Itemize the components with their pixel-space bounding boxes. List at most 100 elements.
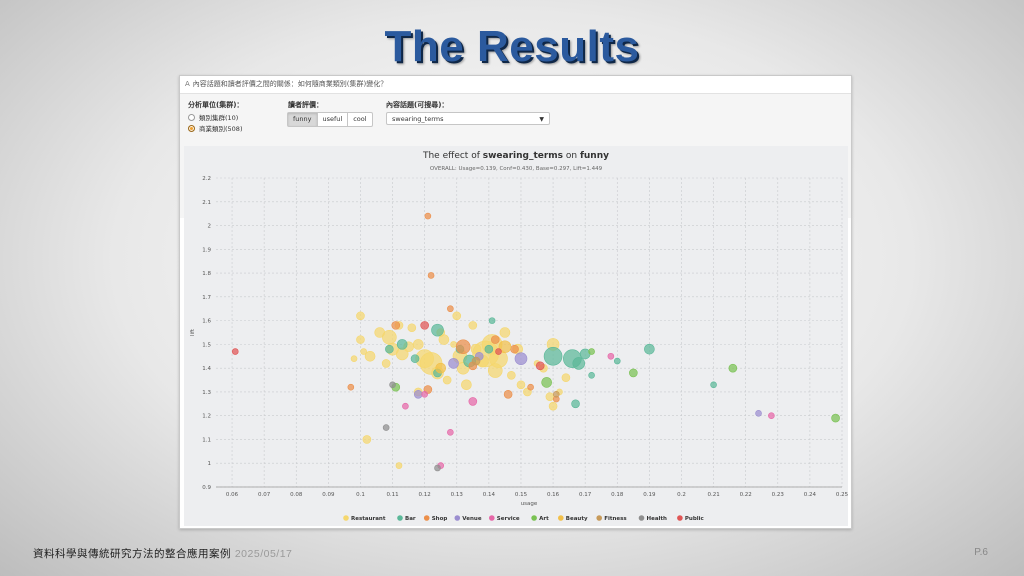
data-point-shop [391, 321, 401, 330]
x-tick-label: 0.12 [419, 492, 431, 498]
topic-select-value: swearing_terms [392, 115, 444, 123]
y-tick-label: 1.1 [202, 437, 211, 443]
y-tick-label: 1.5 [202, 342, 211, 348]
x-tick-label: 0.21 [707, 492, 719, 498]
y-tick-label: 1.3 [202, 390, 211, 396]
data-point-restaurant [382, 329, 397, 345]
data-point-restaurant [468, 321, 478, 330]
x-tick-label: 0.2 [677, 492, 686, 498]
unit-option-cluster[interactable]: 類別集群(10) [188, 112, 238, 122]
rating-cool-button[interactable]: cool [353, 115, 367, 123]
data-point-art [831, 413, 840, 423]
data-point-public [495, 348, 502, 355]
data-point-restaurant [364, 350, 376, 362]
data-point-health [434, 464, 441, 472]
topic-label: 內容話題(可搜尋)： [386, 101, 449, 109]
data-point-shop [490, 335, 500, 344]
data-point-health [382, 424, 390, 431]
panel-letter-icon: A [185, 80, 190, 88]
x-tick-label: 0.15 [515, 492, 528, 498]
rating-useful-button[interactable]: useful [318, 113, 349, 126]
radio-unchecked-icon[interactable] [188, 113, 195, 121]
data-point-restaurant [360, 348, 367, 355]
legend-label-fitness: Fitness [604, 516, 627, 522]
y-tick-label: 1.7 [202, 295, 211, 301]
data-point-restaurant [548, 401, 558, 411]
rating-funny-button[interactable]: funny [288, 113, 318, 126]
x-tick-label: 0.1 [356, 492, 365, 498]
rating-label: 讀者評價： [288, 101, 323, 109]
data-point-restaurant [407, 323, 417, 333]
x-tick-label: 0.08 [290, 492, 303, 498]
data-point-bar [488, 317, 496, 324]
data-point-venue [755, 410, 762, 417]
x-tick-label: 0.17 [579, 492, 592, 498]
footer-date: 2025/05/17 [234, 548, 293, 560]
x-tick-label: 0.11 [386, 492, 398, 498]
data-point-service [447, 429, 454, 436]
data-point-shop [455, 339, 471, 355]
y-tick-label: 1.2 [202, 414, 211, 420]
topic-select[interactable]: swearing_terms ▼ [386, 112, 550, 125]
legend-label-art: Art [539, 516, 549, 522]
data-point-service [402, 402, 409, 410]
data-point-restaurant [356, 311, 365, 321]
data-point-bar [431, 323, 444, 337]
legend-label-beauty: Beauty [566, 516, 588, 522]
data-point-public [420, 321, 429, 330]
page-number: P.6 [974, 547, 988, 558]
data-point-service [468, 397, 478, 406]
unit-option-category[interactable]: 商業類別(508) [188, 123, 242, 133]
data-point-art [728, 363, 738, 373]
legend-label-health: Health [647, 516, 668, 522]
data-point-bar [588, 371, 595, 379]
x-tick-label: 0.14 [483, 492, 496, 498]
data-point-service [421, 391, 428, 398]
y-tick-label: 0.9 [202, 485, 211, 491]
data-point-bar [572, 357, 586, 370]
data-point-service [607, 352, 615, 360]
legend-marker-art [531, 515, 537, 521]
data-point-restaurant [356, 335, 365, 344]
data-point-bar [484, 344, 494, 354]
data-point-bar [385, 344, 394, 354]
legend-label-restaurant: Restaurant [351, 516, 386, 522]
legend-marker-bar [397, 515, 403, 521]
legend-marker-restaurant [343, 515, 349, 521]
x-tick-label: 0.25 [836, 492, 848, 498]
unit-label: 分析單位(集群)： [188, 101, 244, 109]
data-point-restaurant [545, 392, 555, 401]
data-point-restaurant [442, 375, 452, 385]
y-tick-label: 2 [208, 224, 212, 230]
legend-marker-shop [423, 515, 430, 521]
data-point-restaurant [362, 435, 372, 444]
x-tick-label: 0.06 [226, 492, 239, 498]
data-point-venue [514, 352, 528, 365]
data-point-shop [424, 212, 432, 220]
data-point-bar [644, 343, 655, 355]
data-point-shop [527, 383, 534, 391]
data-point-bar [613, 357, 621, 365]
x-tick-label: 0.13 [451, 492, 464, 498]
legend-marker-venue [454, 515, 461, 521]
data-point-health [389, 381, 396, 389]
data-point-public [535, 361, 545, 371]
chevron-down-icon: ▼ [539, 116, 544, 123]
data-point-venue [448, 358, 459, 369]
legend-marker-fitness [596, 515, 602, 521]
panel-header: A 內容話題和讀者評價之間的關係：如何隨商業類別(集群)變化？ [180, 76, 851, 94]
data-point-bar [543, 346, 563, 366]
y-axis-label: lift [190, 328, 196, 336]
data-point-shop [447, 305, 454, 313]
x-tick-label: 0.07 [258, 492, 271, 498]
radio-checked-icon[interactable] [188, 124, 195, 132]
data-point-bar [396, 339, 408, 350]
legend-marker-health [638, 515, 645, 521]
data-point-restaurant [350, 355, 358, 362]
data-point-service [768, 412, 775, 419]
data-point-restaurant [461, 379, 472, 391]
legend-marker-public [677, 515, 683, 521]
data-point-beauty [435, 362, 447, 374]
data-point-restaurant [507, 370, 516, 380]
data-point-shop [510, 344, 519, 354]
